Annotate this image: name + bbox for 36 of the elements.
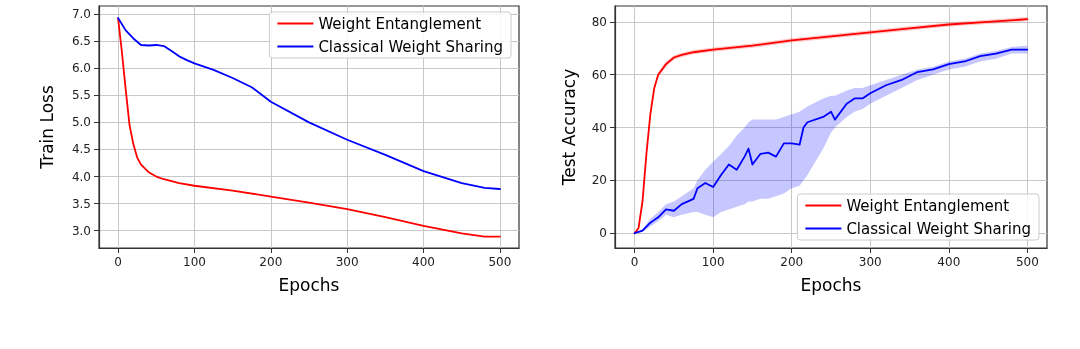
- y-tick-label: 80: [591, 14, 607, 29]
- y-tick-label: 6.5: [71, 34, 91, 49]
- legend-label: Classical Weight Sharing: [846, 219, 1032, 238]
- y-tick-label: 5.0: [71, 115, 91, 130]
- x-tick-label: 100: [701, 255, 725, 269]
- y-axis-title: Test Accuracy: [558, 68, 579, 187]
- y-tick-label: 3.0: [71, 223, 91, 238]
- x-tick-label: 200: [259, 255, 283, 269]
- line-series: [117, 17, 501, 190]
- line-series: [117, 17, 501, 238]
- x-tick-label: 500: [1015, 255, 1039, 269]
- y-tick-label: 60: [591, 67, 607, 82]
- x-axis-title: Epochs: [800, 274, 862, 295]
- x-tick-label: 500: [488, 255, 512, 269]
- x-tick-label: 300: [858, 255, 882, 269]
- y-tick-label: 5.5: [71, 88, 91, 103]
- y-tick-label: 0: [599, 226, 607, 241]
- y-tick-label: 7.0: [71, 7, 91, 22]
- x-tick-label: 200: [780, 255, 804, 269]
- y-tick-label: 3.5: [71, 196, 91, 211]
- x-tick-label: 300: [335, 255, 359, 269]
- x-tick-label: 0: [114, 255, 122, 269]
- legend-label: Classical Weight Sharing: [318, 37, 504, 56]
- y-axis-title: Train Loss: [36, 85, 57, 170]
- x-tick-label: 0: [630, 255, 639, 269]
- y-tick-label: 6.0: [71, 61, 91, 76]
- x-tick-label: 400: [937, 255, 961, 269]
- x-tick-label: 100: [183, 255, 206, 269]
- x-tick-label: 400: [412, 255, 435, 269]
- legend-label: Weight Entanglement: [318, 14, 482, 33]
- y-tick-label: 4.0: [71, 169, 91, 184]
- y-tick-label: 20: [591, 173, 607, 188]
- legend-label: Weight Entanglement: [846, 196, 1010, 215]
- y-tick-label: 4.5: [71, 142, 91, 157]
- x-axis-title: Epochs: [278, 274, 340, 295]
- y-tick-label: 40: [591, 120, 607, 135]
